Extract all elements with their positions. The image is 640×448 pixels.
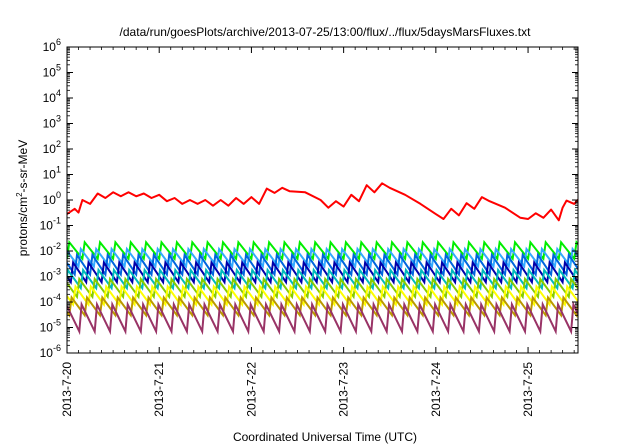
y-tick-base: 10 bbox=[40, 321, 54, 335]
y-tick-base: 10 bbox=[40, 270, 54, 284]
y-tick-label: 10-6 bbox=[40, 343, 61, 360]
y-axis-label-suffix: -s-sr-MeV bbox=[16, 140, 30, 193]
x-tick-label: 2013-7-24 bbox=[429, 362, 443, 417]
y-axis-label: protons/cm2-s-sr-MeV bbox=[15, 140, 30, 256]
y-tick-exponent: -4 bbox=[53, 292, 61, 302]
y-tick-exponent: -5 bbox=[53, 318, 61, 328]
oscillating-series-line bbox=[67, 239, 578, 262]
y-tick-label: 10-5 bbox=[40, 318, 61, 335]
x-tick-label: 2013-7-23 bbox=[337, 362, 351, 417]
x-tick-label: 2013-7-21 bbox=[152, 362, 166, 417]
y-tick-label: 102 bbox=[43, 139, 61, 156]
y-tick-label: 101 bbox=[43, 165, 61, 182]
y-tick-label: 104 bbox=[43, 88, 61, 105]
y-tick-base: 10 bbox=[40, 219, 54, 233]
chart-title: /data/run/goesPlots/archive/2013-07-25/1… bbox=[120, 25, 532, 39]
plot-frame bbox=[66, 46, 579, 354]
oscillating-series-line bbox=[67, 267, 578, 291]
y-tick-exponent: -3 bbox=[53, 267, 61, 277]
y-tick-exponent: 3 bbox=[56, 114, 61, 124]
x-axis-label: Coordinated Universal Time (UTC) bbox=[233, 430, 417, 444]
axis-ticks: 10-610-510-410-310-210-11001011021031041… bbox=[40, 37, 578, 417]
y-tick-base: 10 bbox=[40, 346, 54, 360]
series-layer bbox=[67, 182, 578, 336]
x-tick-label: 2013-7-22 bbox=[244, 362, 258, 417]
y-tick-base: 10 bbox=[43, 193, 57, 207]
y-tick-base: 10 bbox=[43, 142, 57, 156]
y-tick-exponent: -2 bbox=[53, 241, 61, 251]
y-tick-base: 10 bbox=[40, 295, 54, 309]
y-tick-base: 10 bbox=[43, 66, 57, 80]
oscillating-series-line bbox=[67, 283, 578, 308]
y-tick-base: 10 bbox=[43, 91, 57, 105]
y-tick-label: 10-3 bbox=[40, 267, 61, 284]
oscillating-series-line bbox=[67, 300, 578, 336]
y-tick-label: 10-1 bbox=[40, 216, 61, 233]
y-tick-exponent: 1 bbox=[56, 165, 61, 175]
y-tick-base: 10 bbox=[43, 117, 57, 131]
oscillating-series-line bbox=[67, 259, 578, 286]
y-axis-label-prefix: protons/cm bbox=[16, 197, 30, 256]
y-tick-exponent: 2 bbox=[56, 139, 61, 149]
y-tick-exponent: 6 bbox=[56, 37, 61, 47]
y-tick-exponent: 5 bbox=[56, 63, 61, 73]
y-axis-label-sup: 2 bbox=[15, 192, 24, 197]
y-tick-base: 10 bbox=[43, 40, 57, 54]
x-tick-label: 2013-7-20 bbox=[60, 362, 74, 417]
oscillating-series-line bbox=[67, 276, 578, 300]
oscillating-series-line bbox=[67, 252, 578, 278]
y-tick-label: 106 bbox=[43, 37, 61, 54]
y-tick-label: 103 bbox=[43, 114, 61, 131]
y-tick-exponent: 0 bbox=[56, 190, 61, 200]
y-tick-label: 10-2 bbox=[40, 241, 61, 258]
series-line bbox=[67, 182, 578, 222]
y-tick-exponent: -1 bbox=[53, 216, 61, 226]
y-tick-exponent: -6 bbox=[53, 343, 61, 353]
y-tick-label: 105 bbox=[43, 63, 61, 80]
y-tick-base: 10 bbox=[43, 168, 57, 182]
oscillating-series-line bbox=[67, 294, 578, 318]
y-tick-label: 10-4 bbox=[40, 292, 61, 309]
x-tick-label: 2013-7-25 bbox=[521, 362, 535, 417]
y-tick-label: 100 bbox=[43, 190, 61, 207]
y-tick-base: 10 bbox=[40, 244, 54, 258]
y-tick-exponent: 4 bbox=[56, 88, 61, 98]
